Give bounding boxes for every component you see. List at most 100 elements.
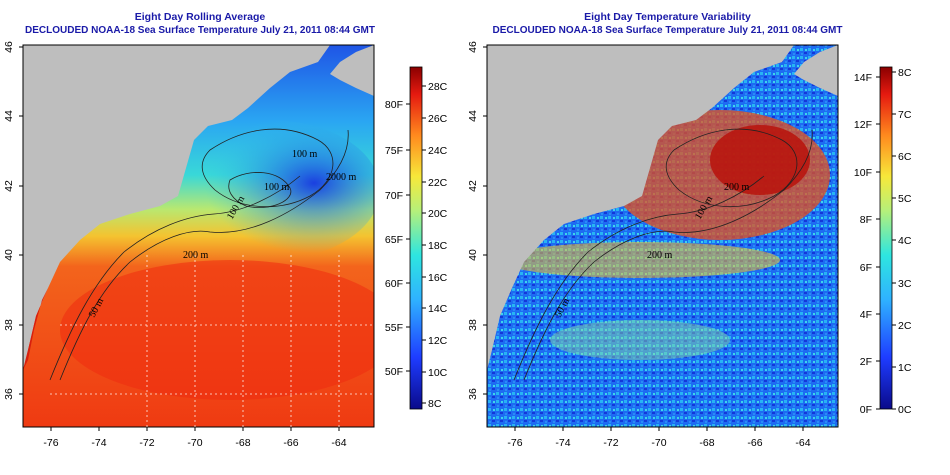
y-tick-label: 44 [3,110,15,122]
contour-label-100m-b: 100 m [264,182,290,193]
right-contours [513,128,813,381]
x-tick-label: -76 [43,437,58,449]
right-nova-scotia [794,45,838,96]
y-tick-label: 42 [3,180,15,192]
y-tick-label: 40 [3,249,15,261]
colorbar-label: 80F [385,99,403,111]
colorbar-label: 50F [385,366,403,378]
colorbar-label: 22C [428,177,448,189]
x-tick-label: -76 [507,437,522,449]
x-tick-label: -64 [331,437,346,449]
colorbar-label: 4F [860,309,872,321]
y-tick-label: 36 [3,388,15,400]
x-tick-label: -66 [747,437,762,449]
left-grid [50,255,374,427]
x-tick-label: -68 [235,437,250,449]
left-colorbar-f-labels: 80F 75F 70F 65F 60F 55F 50F [385,99,403,378]
left-colorbar [409,66,423,410]
y-tick-label: 46 [3,41,15,53]
left-colorbar-c-labels: 28C 26C 24C 22C 20C 18C 16C 14C 12C 10C … [428,81,448,410]
colorbar-label: 65F [385,234,403,246]
colorbar-label: 16C [428,272,448,284]
x-tick-label: -72 [139,437,154,449]
colorbar-label: 5C [898,193,912,205]
y-tick-label: 36 [467,388,479,400]
x-tick-label: -68 [699,437,714,449]
right-subtitle-text: DECLOUDED NOAA-18 Sea Surface Temperatur… [492,25,843,36]
left-coast-warm-strip [23,288,48,370]
x-tick-label: -74 [555,437,570,449]
colorbar-label: 12F [854,119,872,131]
left-y-tick-labels: 46 44 42 40 38 36 [3,41,15,400]
right-x-axis [514,427,804,431]
colorbar-label: 10C [428,367,448,379]
right-land [487,45,794,370]
left-subtitle-text: DECLOUDED NOAA-18 Sea Surface Temperatur… [25,25,375,36]
y-tick-label: 38 [467,319,479,331]
contour-label-200m: 200 m [183,250,209,261]
x-tick-label: -64 [795,437,810,449]
left-contours [49,128,349,381]
right-high-variability-core [710,125,810,195]
left-map-title: Eight Day Rolling Average DECLOUDED NOAA… [0,11,400,37]
y-tick-label: 44 [467,110,479,122]
x-tick-label: -66 [283,437,298,449]
right-colorbar-c-ticks [892,71,896,410]
right-map-title: Eight Day Temperature Variability DECLOU… [470,11,865,37]
y-tick-label: 40 [467,249,479,261]
colorbar-label: 18C [428,240,448,252]
right-x-tick-labels: -76 -74 -72 -70 -68 -66 -64 [507,437,810,449]
colorbar-label: 12C [428,335,448,347]
right-y-tick-labels: 46 44 42 40 38 36 [467,41,479,400]
y-tick-label: 46 [467,41,479,53]
right-colorbar-f-ticks [876,76,880,410]
left-land [23,45,330,370]
x-tick-label: -70 [187,437,202,449]
colorbar-label: 3C [898,278,912,290]
colorbar-label: 28C [428,81,448,93]
right-colorbar-f-labels: 14F 12F 10F 8F 6F 4F 2F 0F [854,72,872,416]
colorbar-label: 8F [860,214,872,226]
left-nova-scotia [330,45,374,96]
colorbar-label: 55F [385,322,403,334]
left-y-axis [19,46,23,395]
left-x-tick-labels: -76 -74 -72 -70 -68 -66 -64 [43,437,346,449]
colorbar-label: 0C [898,404,912,416]
right-colorbar [879,66,893,410]
contour-label-100m-a: 100 m [292,149,318,160]
right-warm-swirl [550,320,730,360]
right-title-text: Eight Day Temperature Variability [584,11,751,23]
colorbar-label: 10F [854,167,872,179]
colorbar-label: 14F [854,72,872,84]
contour-label-200m: 200 m [647,250,673,261]
x-tick-label: -72 [603,437,618,449]
colorbar-label: 2F [860,356,872,368]
right-map-frame [486,44,839,428]
y-tick-label: 38 [3,319,15,331]
right-map [487,45,838,427]
x-tick-label: -70 [651,437,666,449]
left-map [23,45,374,427]
left-gulf-stream-warm [60,260,374,400]
colorbar-label: 60F [385,278,403,290]
colorbar-label: 20C [428,208,448,220]
x-tick-label: -74 [91,437,106,449]
colorbar-label: 26C [428,113,448,125]
colorbar-label: 6F [860,262,872,274]
left-colorbar-f-ticks [406,103,410,372]
contour-label-200m-b: 200 m [724,182,750,193]
contour-label-2000m: 2000 m [326,172,357,183]
right-colorbar-c-labels: 8C 7C 6C 5C 4C 3C 2C 1C 0C [898,67,912,416]
colorbar-label: 6C [898,151,912,163]
left-x-axis [50,427,340,431]
left-colorbar-c-ticks [422,85,426,404]
colorbar-label: 14C [428,303,448,315]
colorbar-label: 4C [898,235,912,247]
colorbar-label: 75F [385,145,403,157]
right-y-axis [483,46,487,395]
left-map-frame [22,44,375,428]
colorbar-label: 24C [428,145,448,157]
y-tick-label: 42 [467,180,479,192]
right-shelf-band [500,242,780,278]
